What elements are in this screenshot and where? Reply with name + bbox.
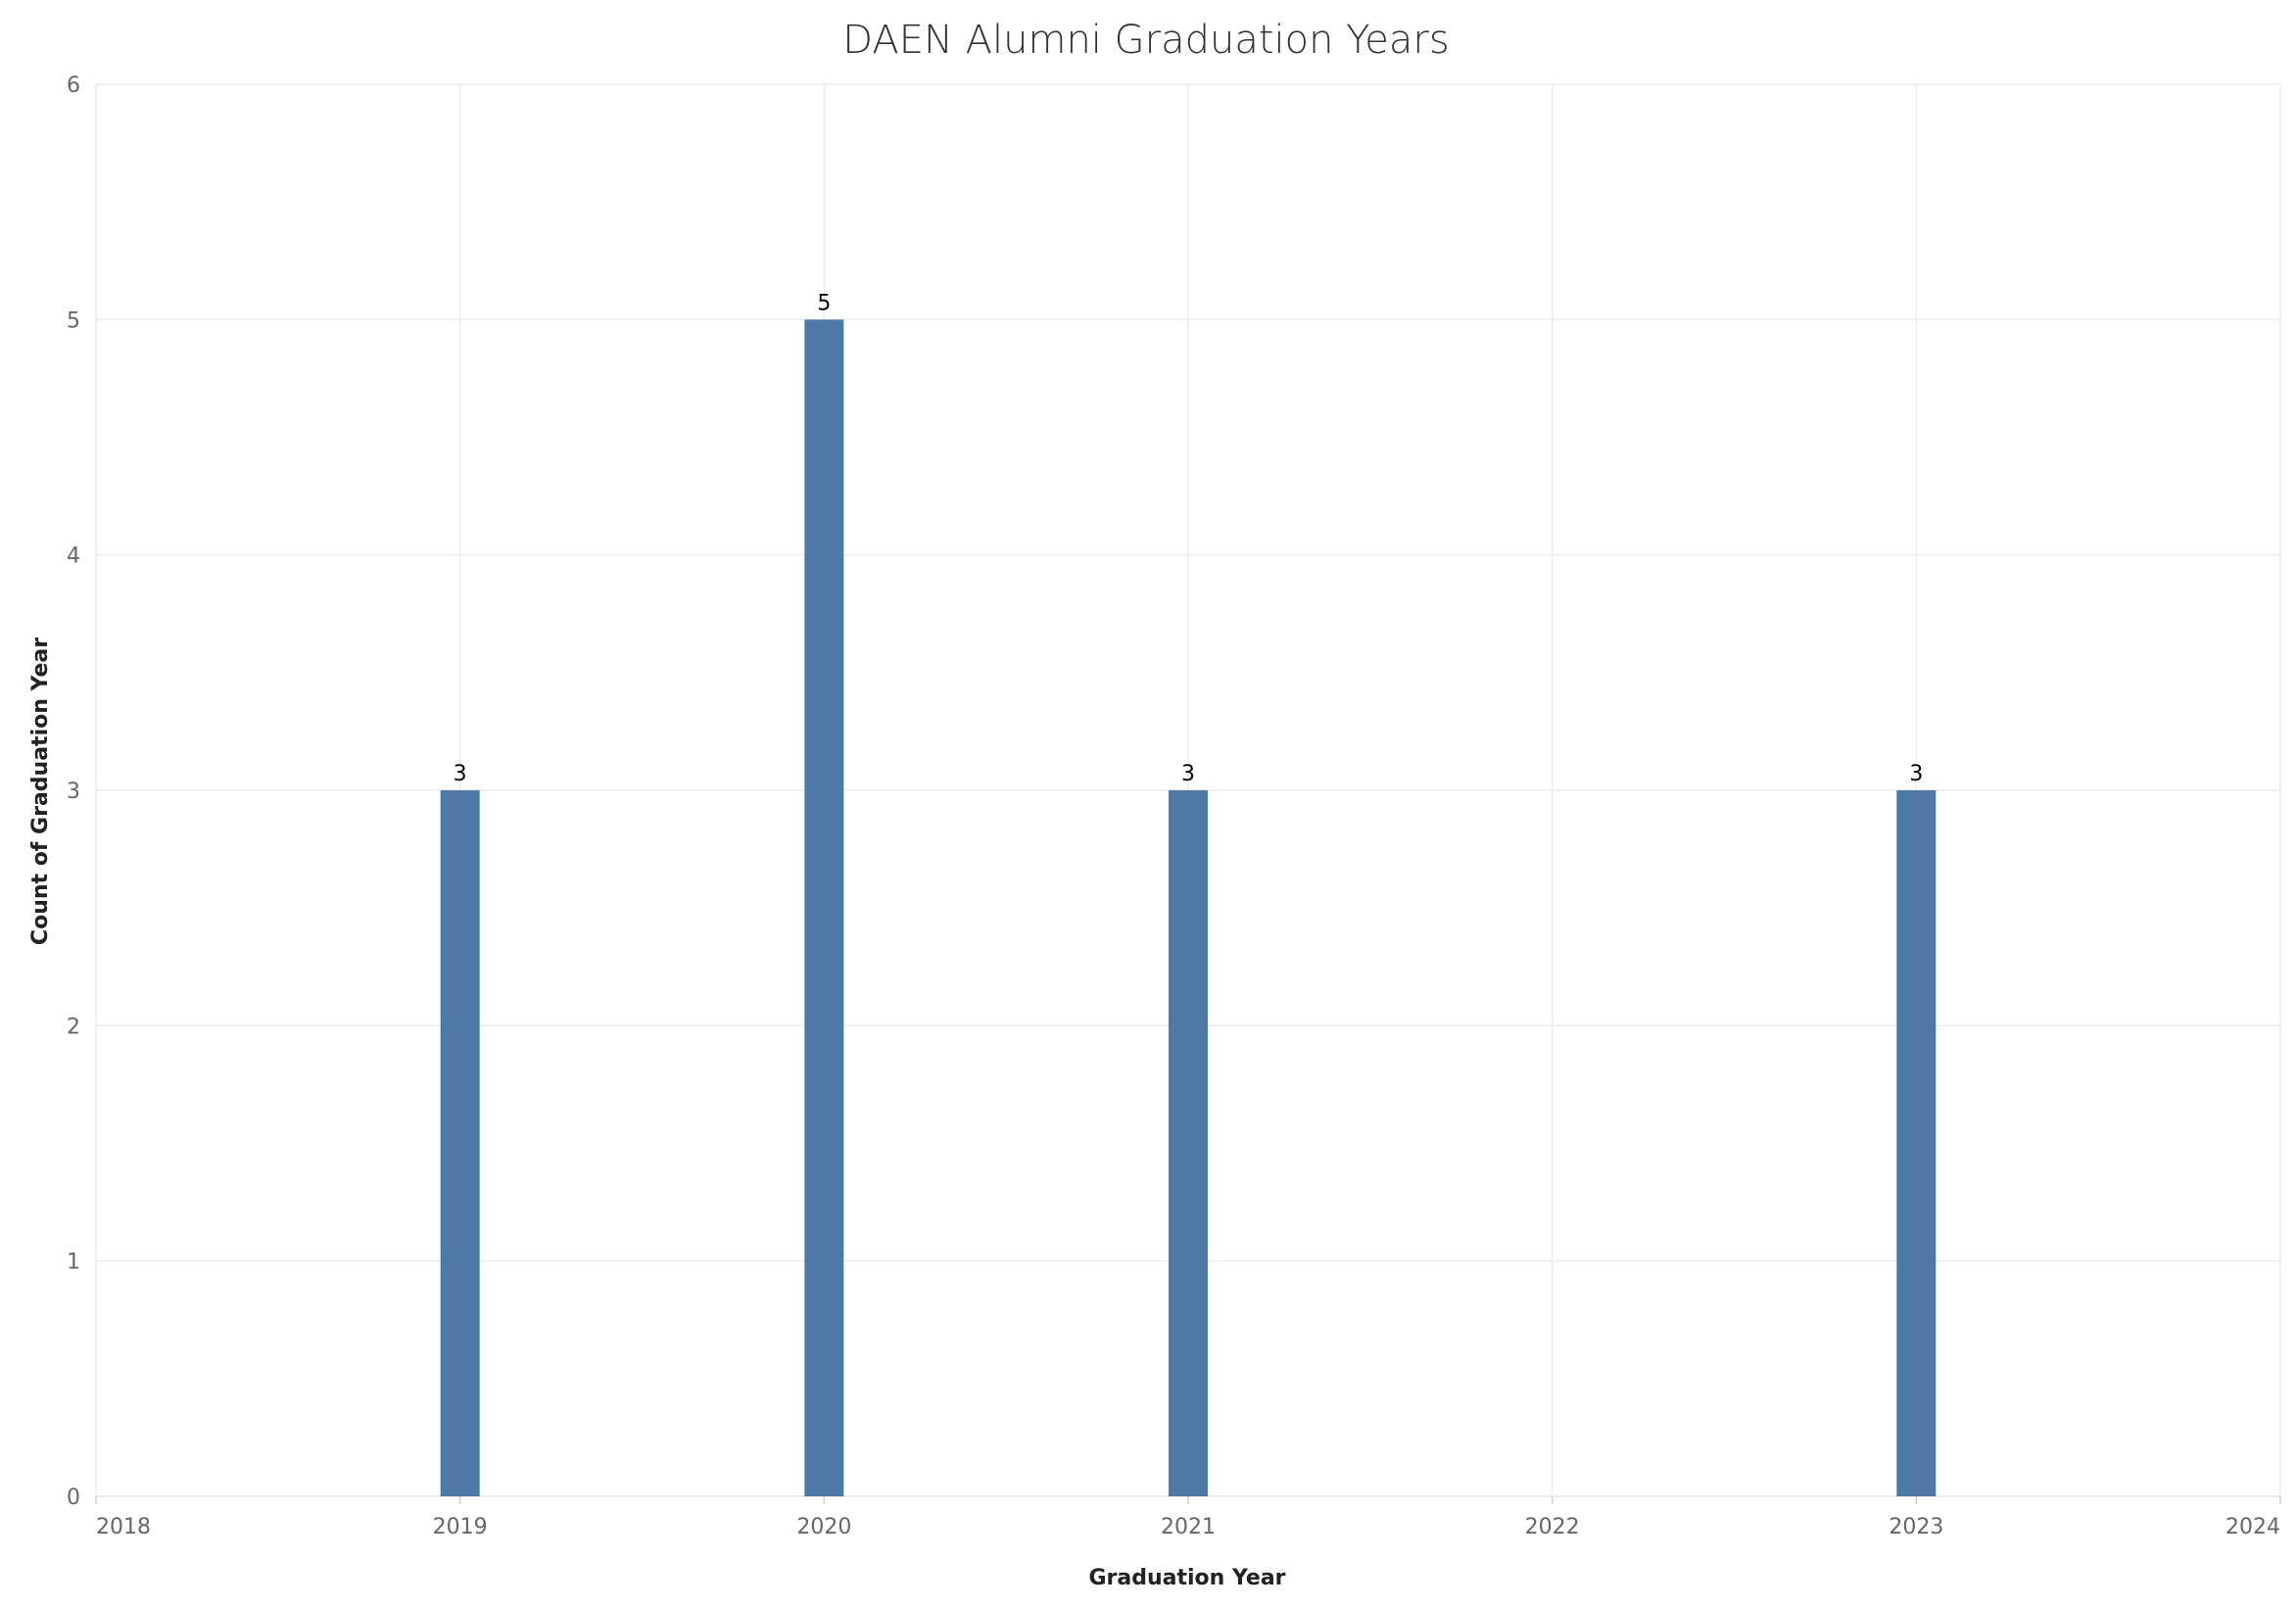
y-tick-label: 2 (67, 1015, 80, 1039)
bar-value-label: 3 (1181, 762, 1195, 786)
x-tick-label: 2018 (96, 1515, 151, 1539)
y-tick-label: 5 (67, 308, 80, 333)
y-axis: 0 1 2 3 4 5 6 (67, 73, 80, 1510)
bar-value-label: 3 (454, 762, 467, 786)
bars (440, 319, 1937, 1496)
x-tick-label: 2021 (1161, 1515, 1216, 1539)
chart-title: DAEN Alumni Graduation Years (842, 18, 1449, 63)
x-axis: 2018 2019 2020 2021 2022 2023 2024 (95, 1496, 2281, 1539)
bar-value-label: 5 (817, 291, 831, 315)
data-labels: 3 5 3 3 (454, 291, 1924, 786)
x-tick-label: 2023 (1889, 1515, 1943, 1539)
y-tick-label: 3 (67, 780, 80, 804)
y-tick-label: 0 (67, 1486, 80, 1510)
x-tick-label: 2020 (796, 1515, 851, 1539)
x-axis-title: Graduation Year (1088, 1566, 1285, 1590)
bar-2021 (1169, 790, 1208, 1496)
bar-2020 (804, 319, 844, 1496)
y-axis-title: Count of Graduation Year (28, 638, 53, 945)
y-tick-label: 1 (67, 1251, 80, 1275)
x-tick-label: 2019 (433, 1515, 488, 1539)
x-tick-label: 2022 (1525, 1515, 1580, 1539)
y-tick-label: 6 (67, 73, 80, 98)
x-tick-label: 2024 (2225, 1515, 2280, 1539)
y-tick-label: 4 (67, 544, 80, 569)
bar-value-label: 3 (1909, 762, 1923, 786)
bar-2023 (1896, 790, 1937, 1496)
bar-2019 (440, 790, 480, 1496)
